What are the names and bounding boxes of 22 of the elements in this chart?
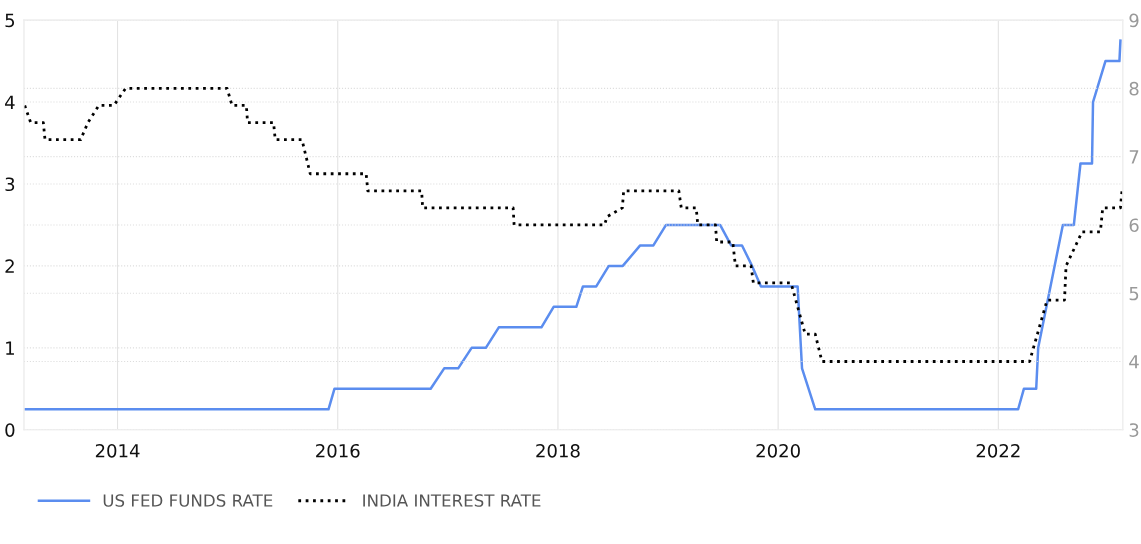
y2-tick-label: 7 xyxy=(1129,150,1139,164)
y2-tick-label: 3 xyxy=(1129,423,1139,437)
x-tick-label: 2020 xyxy=(756,443,800,458)
y-tick-label: 2 xyxy=(5,259,14,273)
y-tick-label: 5 xyxy=(5,13,15,28)
line-series xyxy=(23,39,1122,411)
y-tick-label: 3 xyxy=(5,177,15,192)
y-tick-label: 4 xyxy=(5,95,15,109)
x-tick-label: 2022 xyxy=(976,443,1020,458)
x-tick-label: 2016 xyxy=(316,443,360,458)
line-series xyxy=(23,87,1123,363)
x-tick-label: 2018 xyxy=(536,443,580,458)
y2-tick-label: 4 xyxy=(1129,355,1139,369)
legend-label: INDIA INTEREST RATE xyxy=(363,494,541,507)
y-tick-label: 1 xyxy=(6,341,14,355)
y2-tick-label: 6 xyxy=(1129,218,1139,233)
y2-tick-label: 5 xyxy=(1129,286,1139,301)
legend-label: US FED FUNDS RATE xyxy=(103,494,273,507)
y2-tick-label: 8 xyxy=(1129,81,1139,96)
y-tick-label: 0 xyxy=(5,423,15,437)
x-tick-label: 2014 xyxy=(95,443,140,458)
y2-tick-label: 9 xyxy=(1129,13,1139,28)
